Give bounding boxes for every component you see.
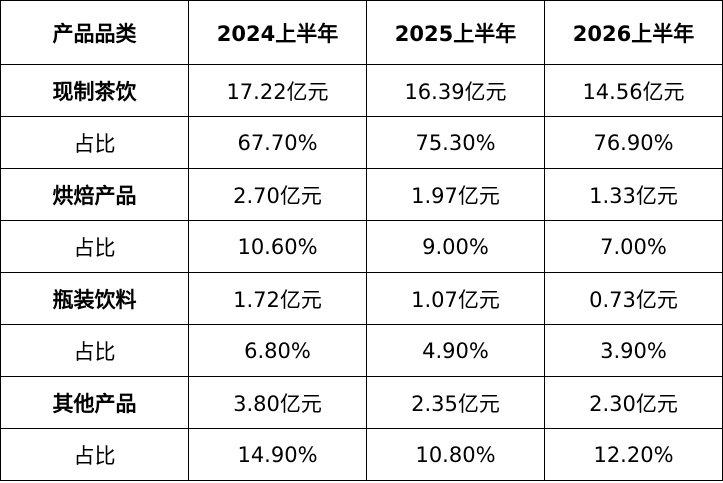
- row-label: 占比: [0, 220, 189, 273]
- table-header-row: 产品品类 2024上半年 2025上半年 2026上半年: [0, 0, 723, 65]
- table-cell: 2.70亿元: [188, 168, 367, 221]
- table-cell: 10.60%: [188, 220, 367, 273]
- table-cell: 67.70%: [188, 116, 367, 169]
- table-cell: 3.80亿元: [188, 376, 367, 429]
- table-cell: 1.33亿元: [544, 168, 723, 221]
- table-cell: 9.00%: [366, 220, 545, 273]
- header-2024h1: 2024上半年: [188, 0, 367, 65]
- row-label: 现制茶饮: [0, 64, 189, 117]
- table-row: 占比 14.90% 10.80% 12.20%: [0, 428, 723, 481]
- table-cell: 10.80%: [366, 428, 545, 481]
- row-label: 瓶装饮料: [0, 272, 189, 325]
- table-cell: 1.97亿元: [366, 168, 545, 221]
- table-cell: 4.90%: [366, 324, 545, 377]
- row-label: 其他产品: [0, 376, 189, 429]
- table-row: 烘焙产品 2.70亿元 1.97亿元 1.33亿元: [0, 168, 723, 221]
- table-cell: 1.72亿元: [188, 272, 367, 325]
- header-2026h1: 2026上半年: [544, 0, 723, 65]
- table-row: 占比 67.70% 75.30% 76.90%: [0, 116, 723, 169]
- table-cell: 2.35亿元: [366, 376, 545, 429]
- table-row: 瓶装饮料 1.72亿元 1.07亿元 0.73亿元: [0, 272, 723, 325]
- row-label: 烘焙产品: [0, 168, 189, 221]
- row-label: 占比: [0, 428, 189, 481]
- table-cell: 14.90%: [188, 428, 367, 481]
- table-cell: 7.00%: [544, 220, 723, 273]
- table-row: 占比 6.80% 4.90% 3.90%: [0, 324, 723, 377]
- row-label: 占比: [0, 116, 189, 169]
- table-cell: 6.80%: [188, 324, 367, 377]
- table-cell: 0.73亿元: [544, 272, 723, 325]
- table-cell: 1.07亿元: [366, 272, 545, 325]
- table-cell: 75.30%: [366, 116, 545, 169]
- table-row: 其他产品 3.80亿元 2.35亿元 2.30亿元: [0, 376, 723, 429]
- row-label: 占比: [0, 324, 189, 377]
- table-cell: 76.90%: [544, 116, 723, 169]
- table-cell: 3.90%: [544, 324, 723, 377]
- table-cell: 14.56亿元: [544, 64, 723, 117]
- table-row: 占比 10.60% 9.00% 7.00%: [0, 220, 723, 273]
- table-cell: 2.30亿元: [544, 376, 723, 429]
- table-row: 现制茶饮 17.22亿元 16.39亿元 14.56亿元: [0, 64, 723, 117]
- header-2025h1: 2025上半年: [366, 0, 545, 65]
- table-cell: 12.20%: [544, 428, 723, 481]
- table-cell: 17.22亿元: [188, 64, 367, 117]
- table-cell: 16.39亿元: [366, 64, 545, 117]
- header-category: 产品品类: [0, 0, 189, 65]
